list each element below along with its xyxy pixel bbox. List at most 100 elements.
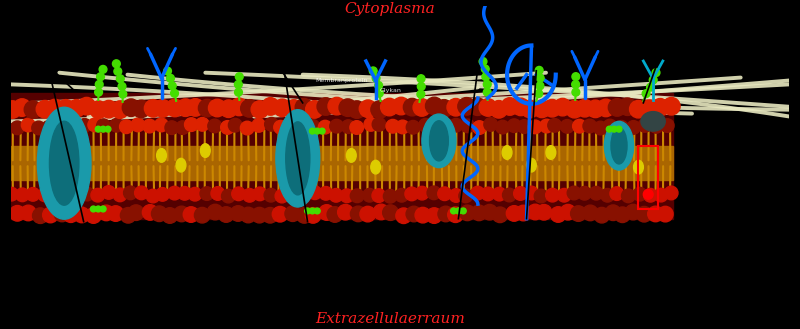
Circle shape bbox=[606, 205, 621, 220]
Circle shape bbox=[415, 186, 429, 200]
Circle shape bbox=[274, 99, 291, 116]
Circle shape bbox=[558, 189, 571, 202]
Circle shape bbox=[38, 188, 51, 202]
Circle shape bbox=[128, 205, 144, 220]
Circle shape bbox=[235, 73, 243, 81]
Circle shape bbox=[459, 205, 475, 221]
Circle shape bbox=[601, 189, 614, 202]
Circle shape bbox=[198, 99, 216, 117]
Circle shape bbox=[460, 208, 466, 214]
Circle shape bbox=[372, 189, 386, 202]
Circle shape bbox=[641, 100, 658, 117]
Circle shape bbox=[220, 100, 238, 117]
Circle shape bbox=[342, 120, 355, 134]
Circle shape bbox=[360, 206, 375, 222]
Circle shape bbox=[102, 186, 115, 199]
Circle shape bbox=[21, 205, 36, 221]
Circle shape bbox=[415, 207, 430, 223]
Circle shape bbox=[113, 60, 120, 68]
Circle shape bbox=[348, 101, 366, 118]
Circle shape bbox=[328, 97, 346, 115]
Circle shape bbox=[59, 188, 74, 202]
Circle shape bbox=[455, 208, 462, 214]
Circle shape bbox=[119, 90, 126, 98]
Circle shape bbox=[527, 204, 543, 220]
Circle shape bbox=[218, 207, 234, 222]
Circle shape bbox=[242, 189, 257, 202]
Circle shape bbox=[383, 190, 397, 203]
Circle shape bbox=[78, 118, 91, 132]
Circle shape bbox=[515, 205, 531, 221]
Circle shape bbox=[317, 98, 334, 115]
Circle shape bbox=[80, 187, 94, 201]
Circle shape bbox=[90, 101, 107, 118]
Circle shape bbox=[650, 119, 663, 133]
Circle shape bbox=[122, 99, 140, 116]
Circle shape bbox=[386, 119, 400, 133]
Circle shape bbox=[297, 208, 312, 223]
Circle shape bbox=[3, 101, 21, 118]
Circle shape bbox=[222, 189, 235, 203]
Circle shape bbox=[396, 120, 410, 134]
Circle shape bbox=[221, 121, 234, 134]
Circle shape bbox=[314, 128, 320, 134]
Circle shape bbox=[123, 186, 137, 200]
Circle shape bbox=[382, 205, 398, 220]
Circle shape bbox=[594, 121, 607, 135]
Circle shape bbox=[586, 100, 604, 117]
Circle shape bbox=[211, 187, 225, 200]
Circle shape bbox=[522, 100, 538, 118]
Circle shape bbox=[536, 74, 544, 82]
Circle shape bbox=[207, 204, 223, 220]
Ellipse shape bbox=[157, 149, 166, 162]
Circle shape bbox=[327, 207, 342, 222]
Circle shape bbox=[240, 121, 254, 135]
Circle shape bbox=[528, 120, 542, 134]
Circle shape bbox=[614, 207, 630, 222]
Circle shape bbox=[14, 99, 31, 116]
Circle shape bbox=[651, 98, 669, 116]
Circle shape bbox=[310, 208, 315, 214]
Circle shape bbox=[630, 100, 647, 118]
Circle shape bbox=[164, 67, 171, 75]
Circle shape bbox=[49, 188, 62, 201]
Circle shape bbox=[274, 120, 287, 134]
Bar bbox=[10, 93, 673, 219]
Circle shape bbox=[154, 100, 171, 117]
Circle shape bbox=[265, 117, 278, 131]
Circle shape bbox=[536, 204, 552, 220]
Circle shape bbox=[450, 189, 463, 202]
Circle shape bbox=[306, 208, 321, 223]
Circle shape bbox=[661, 119, 674, 132]
Circle shape bbox=[535, 66, 543, 74]
Circle shape bbox=[165, 121, 178, 135]
Circle shape bbox=[370, 67, 377, 75]
Circle shape bbox=[458, 98, 475, 115]
Circle shape bbox=[95, 81, 103, 88]
Circle shape bbox=[98, 205, 114, 221]
Circle shape bbox=[177, 99, 194, 116]
Circle shape bbox=[650, 76, 657, 84]
Circle shape bbox=[142, 205, 158, 220]
Circle shape bbox=[554, 98, 571, 116]
Circle shape bbox=[550, 207, 566, 222]
Circle shape bbox=[507, 119, 521, 133]
Circle shape bbox=[479, 58, 487, 65]
Circle shape bbox=[195, 117, 209, 131]
Circle shape bbox=[241, 100, 258, 117]
Circle shape bbox=[63, 207, 78, 222]
Circle shape bbox=[652, 69, 660, 77]
Circle shape bbox=[146, 189, 160, 203]
Circle shape bbox=[417, 75, 425, 83]
Circle shape bbox=[24, 101, 42, 118]
Circle shape bbox=[374, 204, 389, 220]
Circle shape bbox=[438, 118, 452, 132]
Ellipse shape bbox=[605, 121, 634, 170]
Circle shape bbox=[188, 188, 202, 201]
Circle shape bbox=[194, 207, 210, 223]
Circle shape bbox=[396, 208, 411, 223]
Circle shape bbox=[178, 187, 191, 200]
Ellipse shape bbox=[634, 160, 643, 174]
Circle shape bbox=[633, 187, 646, 201]
Circle shape bbox=[119, 120, 133, 134]
